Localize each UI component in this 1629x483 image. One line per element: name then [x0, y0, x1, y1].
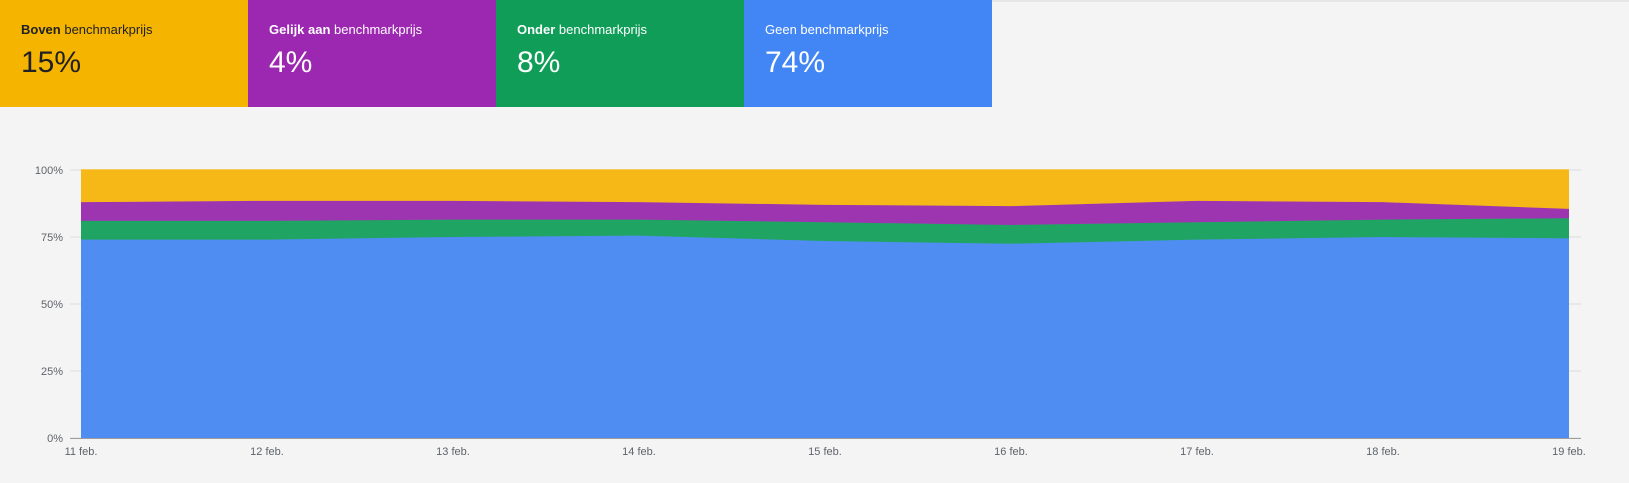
tile-label-rest: benchmarkprijs — [330, 22, 423, 37]
tile-above-benchmark[interactable]: Boven benchmarkprijs 15% — [0, 0, 248, 107]
stacked-area-chart: 0% 25% 50% 75% 100% 11 feb. 12 feb. 13 feb. 14 f… — [35, 165, 1586, 458]
tile-value: 74% — [765, 46, 826, 79]
tile-below-benchmark[interactable]: Onder benchmarkprijs 8% — [496, 0, 744, 107]
x-tick-label: 15 feb. — [808, 446, 842, 458]
area-series-3 — [81, 200, 1569, 225]
tile-label-bold: Gelijk aan — [269, 22, 331, 37]
tile-equal-benchmark[interactable]: Gelijk aan benchmarkprijs 4% — [248, 0, 496, 107]
x-tick-label: 13 feb. — [436, 446, 470, 458]
tile-value: 15% — [21, 46, 82, 79]
x-tick-label: 12 feb. — [250, 446, 284, 458]
area-series-1 — [81, 235, 1569, 438]
x-tick-label: 19 feb. — [1552, 446, 1586, 458]
tile-label-rest: benchmarkprijs — [555, 22, 648, 37]
tile-label-bold: Boven — [21, 22, 61, 37]
tile-label-bold: Onder — [517, 22, 556, 37]
area-series-2 — [81, 218, 1569, 244]
y-tick-label: 75% — [41, 232, 63, 244]
tile-value: 8% — [517, 46, 561, 79]
tile-no-benchmark[interactable]: Geen benchmarkprijs 74% — [744, 0, 992, 107]
y-tick-label: 25% — [41, 366, 63, 378]
tile-label: Gelijk aan benchmarkprijs — [269, 22, 496, 38]
x-tick-label: 17 feb. — [1180, 446, 1214, 458]
tile-label-rest: benchmarkprijs — [60, 22, 153, 37]
area-series-4 — [81, 170, 1569, 209]
x-tick-label: 16 feb. — [994, 446, 1028, 458]
y-tick-label: 100% — [35, 165, 63, 177]
tile-label: Boven benchmarkprijs — [21, 22, 248, 38]
tile-label: Onder benchmarkprijs — [517, 22, 744, 38]
y-tick-label: 50% — [41, 299, 63, 311]
y-tick-label: 0% — [47, 433, 63, 445]
scorecard-row: Boven benchmarkprijs 15% Gelijk aan benc… — [0, 0, 992, 107]
x-tick-label: 14 feb. — [622, 446, 656, 458]
x-tick-label: 18 feb. — [1366, 446, 1400, 458]
tile-label-rest: Geen benchmarkprijs — [765, 22, 889, 37]
tile-value: 4% — [269, 46, 313, 79]
tile-label: Geen benchmarkprijs — [765, 22, 992, 38]
x-tick-label: 11 feb. — [65, 446, 98, 458]
